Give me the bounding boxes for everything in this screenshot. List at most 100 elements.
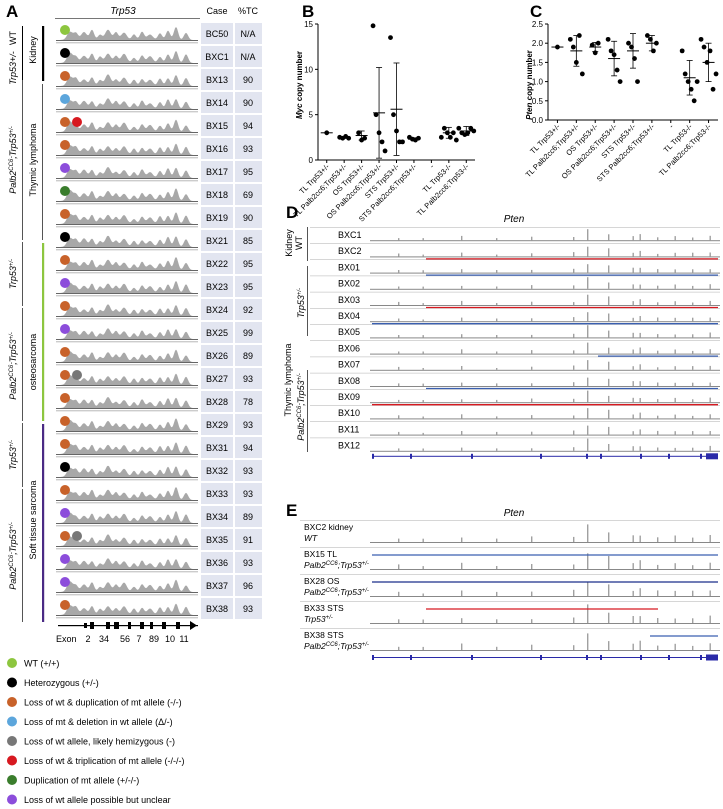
case-id: BX32 bbox=[206, 466, 228, 476]
coverage-peak bbox=[709, 300, 711, 305]
coverage-peak bbox=[398, 431, 400, 435]
data-point bbox=[626, 40, 631, 46]
coverage-track bbox=[56, 603, 198, 615]
tumor-content: 78 bbox=[243, 397, 253, 407]
coverage-peak bbox=[632, 284, 634, 289]
track-baseline bbox=[370, 240, 720, 242]
group-wt: WT bbox=[294, 236, 304, 250]
row-divider bbox=[310, 389, 720, 390]
tumor-content: 93 bbox=[243, 558, 253, 568]
pten-exon bbox=[640, 453, 642, 459]
row-divider bbox=[300, 601, 720, 602]
track-baseline bbox=[370, 305, 720, 306]
data-point bbox=[605, 36, 611, 42]
data-point bbox=[691, 98, 697, 104]
coverage-peak bbox=[496, 335, 498, 338]
coverage-peak bbox=[422, 351, 424, 354]
legend-label: Heterozygous (+/-) bbox=[24, 678, 99, 688]
coverage-peak bbox=[422, 448, 424, 451]
tc-cell bbox=[235, 529, 262, 550]
coverage-peak bbox=[422, 400, 424, 403]
coverage-peak bbox=[398, 351, 400, 354]
tc-cell bbox=[235, 207, 262, 228]
legend-dot-hemi bbox=[7, 736, 17, 746]
coverage-peak bbox=[657, 317, 659, 322]
data-point bbox=[698, 36, 704, 42]
track-baseline bbox=[56, 523, 198, 524]
track-baseline bbox=[56, 293, 198, 294]
coverage-peak bbox=[461, 269, 463, 273]
tc-cell bbox=[235, 322, 262, 343]
coverage-peak bbox=[398, 383, 400, 386]
coverage-peak bbox=[496, 431, 498, 435]
tumor-content: 85 bbox=[243, 236, 253, 246]
y-tick-label: 15 bbox=[304, 20, 313, 29]
track-baseline bbox=[56, 316, 198, 317]
y-tick-label: 2.0 bbox=[532, 39, 544, 48]
case-cell bbox=[201, 253, 233, 274]
coverage-peak bbox=[573, 398, 575, 403]
legend-label: Loss of wt allele, likely hemizygous (-) bbox=[24, 737, 175, 747]
case-cell bbox=[201, 506, 233, 527]
coverage-peak bbox=[709, 235, 711, 241]
legend-label: Loss of wt & duplication of mt allele (-… bbox=[24, 698, 182, 708]
genotype-palb-sts: Palb2CC6;Trp53+/- bbox=[8, 522, 18, 590]
coverage-peak bbox=[674, 643, 676, 650]
genotype-palb-os: Palb2CC6;Trp53+/- bbox=[8, 332, 18, 400]
coverage-peak bbox=[674, 431, 676, 435]
coverage-peak bbox=[496, 448, 498, 451]
coverage-peak bbox=[587, 582, 589, 596]
panel-d-group-labels: Kidney WT Thymic lymphoma Trp53+/- Palb2… bbox=[283, 227, 308, 452]
coverage-peak bbox=[692, 590, 694, 596]
case-id: BX28 bbox=[206, 397, 228, 407]
track-baseline bbox=[56, 617, 198, 619]
data-point bbox=[701, 44, 707, 50]
sample-label: BX15 TL bbox=[304, 549, 337, 559]
coverage-peak bbox=[398, 301, 400, 305]
coverage-peak bbox=[461, 643, 463, 650]
coverage-peak bbox=[632, 236, 634, 241]
coverage-peak bbox=[674, 535, 676, 542]
coverage-peak bbox=[709, 445, 711, 451]
coverage-peak bbox=[657, 253, 659, 257]
case-id: BX34 bbox=[206, 512, 228, 522]
track-baseline bbox=[56, 134, 198, 136]
coverage-peak bbox=[461, 334, 463, 338]
exon-number: 10 bbox=[165, 634, 175, 644]
legend-label: Loss of mt & deletion in wt allele (Δ/-) bbox=[24, 717, 173, 727]
case-id: BX21 bbox=[206, 236, 228, 246]
coverage-peak bbox=[573, 447, 575, 451]
tumor-content: 93 bbox=[243, 604, 253, 614]
legend-dot-del bbox=[7, 716, 17, 727]
panel-d-gene-title: Pten bbox=[504, 214, 525, 225]
coverage-peak bbox=[674, 236, 676, 241]
row-divider bbox=[310, 340, 720, 341]
coverage-peak bbox=[587, 408, 589, 419]
track-baseline bbox=[56, 226, 198, 228]
coverage-peak bbox=[587, 553, 589, 569]
data-point bbox=[644, 33, 650, 38]
tumor-content: N/A bbox=[240, 52, 255, 62]
coverage-track bbox=[56, 465, 198, 477]
coverage-peak bbox=[632, 643, 634, 650]
coverage-peak bbox=[587, 604, 589, 623]
case-cell bbox=[201, 276, 233, 297]
exon-number: 34 bbox=[99, 634, 109, 644]
coverage-peak bbox=[632, 446, 634, 451]
pten-exon bbox=[471, 453, 473, 459]
case-cell bbox=[201, 230, 233, 251]
row-divider bbox=[300, 628, 720, 629]
coverage-peak bbox=[398, 318, 400, 322]
coverage-peak bbox=[398, 591, 400, 596]
sample-label: BX05 bbox=[338, 327, 360, 337]
coverage-track bbox=[56, 27, 198, 40]
coverage-peak bbox=[632, 616, 634, 623]
coverage-peak bbox=[709, 397, 711, 403]
panel-a-letter: A bbox=[6, 2, 18, 21]
coverage-peak bbox=[461, 447, 463, 451]
coverage-peak bbox=[587, 438, 589, 451]
coverage-peak bbox=[639, 588, 641, 596]
row-divider bbox=[300, 520, 720, 521]
coverage-peak bbox=[461, 366, 463, 370]
